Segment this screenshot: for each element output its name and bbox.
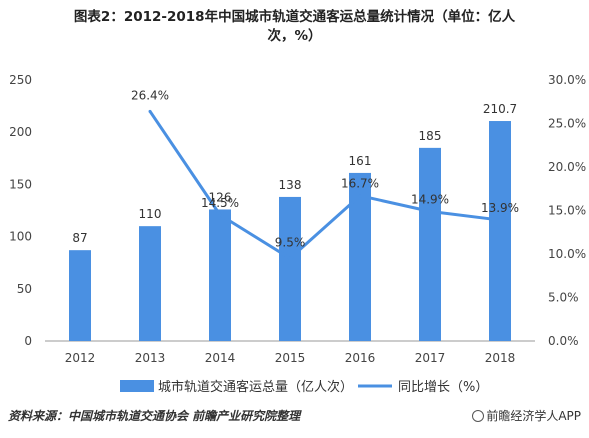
- x-axis-tick-label: 2016: [345, 351, 376, 365]
- x-axis-tick-label: 2017: [415, 351, 446, 365]
- growth-value-label: 14.9%: [411, 192, 449, 206]
- x-axis-tick-label: 2014: [205, 351, 236, 365]
- bar: [69, 250, 91, 341]
- bar: [279, 196, 301, 341]
- left-axis-tick-label: 200: [9, 125, 32, 139]
- bar-value-label: 210.7: [483, 102, 517, 116]
- bar-value-label: 110: [139, 207, 162, 221]
- bar: [489, 121, 511, 341]
- growth-point: [498, 218, 502, 222]
- growth-value-label: 9.5%: [275, 235, 306, 249]
- legend-line-label: 同比增长（%）: [398, 380, 488, 395]
- left-axis-tick-label: 50: [17, 282, 32, 296]
- brand-logo-icon: [472, 410, 485, 422]
- growth-point: [428, 209, 432, 213]
- brand-label: 前瞻经济学人APP: [486, 409, 581, 423]
- legend-bar-swatch: [120, 380, 154, 392]
- right-axis-tick-label: 30.0%: [548, 73, 586, 87]
- bar: [349, 172, 371, 341]
- left-axis-tick-label: 250: [9, 73, 32, 87]
- left-axis-tick-label: 150: [9, 177, 32, 191]
- right-axis-tick-label: 25.0%: [548, 117, 586, 131]
- right-axis-tick-label: 0.0%: [548, 334, 579, 348]
- chart-title-line-2: 次，%）: [267, 28, 322, 44]
- right-axis-tick-label: 5.0%: [548, 291, 579, 305]
- x-axis-tick-label: 2015: [275, 351, 306, 365]
- x-axis-tick-label: 2013: [135, 351, 166, 365]
- source-note: 资料来源：中国城市轨道交通协会 前瞻产业研究院整理: [8, 409, 301, 423]
- growth-value-label: 26.4%: [131, 88, 169, 102]
- chart-title-line-1: 图表2：2012-2018年中国城市轨道交通客运总量统计情况（单位：亿人: [73, 9, 516, 25]
- bar-value-label: 161: [349, 154, 372, 168]
- left-axis-tick-label: 100: [9, 230, 32, 244]
- growth-line: [148, 110, 501, 260]
- bar: [139, 226, 161, 341]
- growth-point: [218, 213, 222, 217]
- growth-value-label: 16.7%: [341, 177, 379, 191]
- right-axis-tick-label: 20.0%: [548, 160, 586, 174]
- chart-title: 图表2：2012-2018年中国城市轨道交通客运总量统计情况（单位：亿人 次，%…: [0, 8, 589, 46]
- bar-value-label: 126: [209, 190, 232, 204]
- right-axis-tick-label: 10.0%: [548, 247, 586, 261]
- bar-value-label: 87: [72, 231, 87, 245]
- x-axis-tick-label: 2018: [485, 351, 516, 365]
- bar: [209, 209, 231, 341]
- growth-value-label: 14.5%: [201, 196, 239, 210]
- growth-point: [148, 109, 152, 113]
- bar-value-label: 138: [279, 178, 302, 192]
- x-axis-tick-label: 2012: [65, 351, 96, 365]
- brand-credit: 前瞻经济学人APP: [472, 407, 581, 424]
- legend-bar-label: 城市轨道交通客运总量（亿人次）: [158, 379, 353, 395]
- growth-point: [358, 194, 362, 198]
- growth-value-label: 13.9%: [481, 201, 519, 215]
- right-axis-tick-label: 15.0%: [548, 204, 586, 218]
- left-axis-tick-label: 0: [24, 334, 32, 348]
- growth-point: [288, 256, 292, 260]
- bar: [419, 147, 441, 341]
- bar-value-label: 185: [419, 129, 442, 143]
